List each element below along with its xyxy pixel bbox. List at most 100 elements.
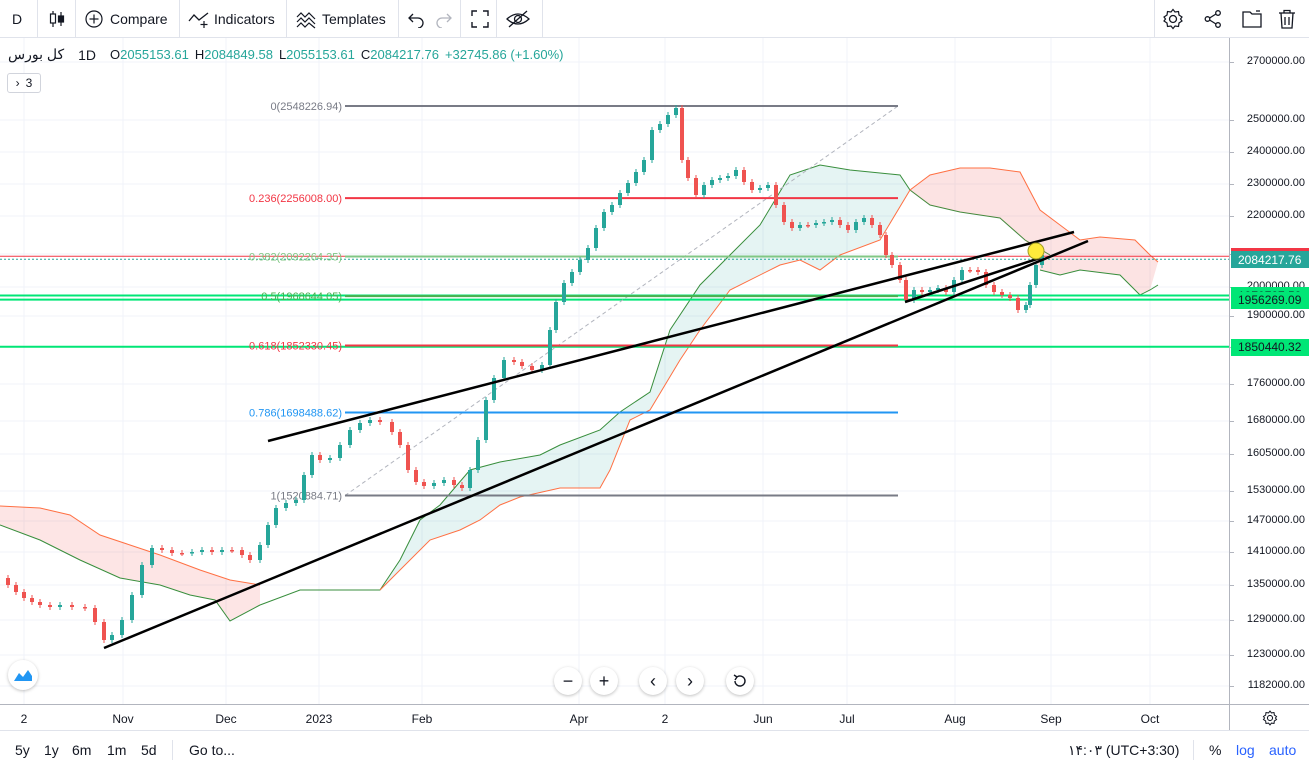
settings-button[interactable] (1162, 0, 1184, 37)
undo-button[interactable] (407, 0, 425, 37)
candle-body (890, 255, 894, 265)
redo-button[interactable] (435, 0, 453, 37)
time-tick-label: 2 (20, 712, 28, 726)
time-tick-label: Jul (839, 712, 855, 726)
candle-body (806, 225, 810, 227)
percent-toggle[interactable]: % (1209, 731, 1221, 769)
range-5d[interactable]: 5d (141, 731, 157, 769)
toolbar-divider (179, 0, 180, 37)
candle-body (432, 483, 436, 486)
scroll-left-button[interactable]: ‹ (639, 667, 667, 695)
candle-body (83, 607, 87, 609)
snapshot-button[interactable] (1241, 0, 1263, 37)
price-tick (1230, 491, 1234, 492)
timezone-button[interactable]: ۱۴:۰۳ (UTC+3:30) (1068, 731, 1179, 769)
indicators-label: Indicators (214, 10, 275, 27)
templates-button[interactable]: Templates (296, 0, 386, 37)
price-tick (1230, 585, 1234, 586)
candle-body (862, 218, 866, 222)
top-toolbar: D Compare Indicators Templates (0, 0, 1309, 38)
candle-body (634, 172, 638, 183)
candle-body (814, 223, 818, 225)
candle-body (774, 185, 778, 205)
price-tick (1230, 316, 1234, 317)
candle-body (680, 108, 684, 160)
legend-change: +32745.86 (+1.60%) (444, 47, 564, 62)
scale-settings-button[interactable] (1229, 704, 1309, 730)
fullscreen-button[interactable] (470, 0, 490, 37)
undo-icon (408, 13, 424, 28)
time-scale[interactable]: 2 Nov Dec 2023 Feb Apr 2 Jun Jul Aug Sep Oct (0, 704, 1229, 730)
candle-body (284, 503, 288, 508)
compare-button[interactable]: Compare (84, 0, 168, 37)
delete-button[interactable] (1278, 0, 1296, 37)
cloud-span-b-line (379, 189, 911, 591)
price-tick-label: 1605000.00 (1246, 447, 1305, 459)
candle-body (976, 270, 980, 272)
price-tick (1230, 184, 1234, 185)
candle-body (140, 565, 144, 595)
candle-body (318, 455, 322, 460)
candle-body (674, 108, 678, 115)
candle-body (854, 222, 858, 230)
candle-body (710, 180, 714, 185)
time-tick-label: Sep (1040, 712, 1062, 726)
range-1m[interactable]: 1m (107, 731, 126, 769)
candle-body (642, 160, 646, 172)
goto-label: Go to... (189, 742, 235, 758)
candle-body (414, 470, 418, 482)
chart-type-button[interactable] (47, 0, 67, 37)
auto-toggle[interactable]: auto (1269, 731, 1296, 769)
candle-body (758, 188, 762, 190)
fibonacci-retracement: 0(2548226.94) 0.236(2256008.00) 0.382(2092… (249, 101, 899, 503)
candle-body (310, 455, 314, 475)
bottom-bar: 5y 1y 6m 1m 5d Go to... ۱۴:۰۳ (UTC+3:30)… (0, 730, 1309, 769)
candle-body (878, 225, 882, 235)
range-1m-label: 1m (107, 742, 127, 758)
candle-body (928, 290, 932, 292)
toolbar-divider (542, 0, 543, 37)
trend-line (904, 256, 1041, 304)
log-toggle[interactable]: log (1236, 731, 1255, 769)
goto-button[interactable]: Go to... (189, 731, 235, 769)
trend-line (267, 230, 1075, 443)
reset-icon (733, 674, 746, 687)
time-tick-label: Jun (753, 712, 773, 726)
interval-label: D (12, 10, 23, 27)
interval-button[interactable]: D (12, 0, 22, 37)
price-scale[interactable]: 2700000.00 2500000.00 2400000.00 2300000.00… (1229, 38, 1309, 704)
candle-body (686, 160, 690, 178)
price-tick (1230, 62, 1234, 63)
candle-body (93, 608, 97, 622)
trash-icon (1279, 9, 1295, 29)
range-6m[interactable]: 6m (72, 731, 91, 769)
candle-body (512, 360, 516, 362)
price-tick-label: 1182000.00 (1247, 679, 1305, 691)
eye-off-icon (506, 10, 530, 27)
fullscreen-icon (471, 9, 489, 28)
candle-body (548, 330, 552, 365)
candle-series (6, 105, 1044, 643)
compare-label: Compare (110, 10, 168, 27)
tradingview-logo[interactable] (8, 660, 38, 690)
candle-body (992, 285, 996, 292)
time-tick-label: Feb (411, 712, 433, 726)
range-1y[interactable]: 1y (44, 731, 59, 769)
fib-level-label: 1(1520884.71) (270, 491, 342, 503)
range-5y[interactable]: 5y (15, 731, 30, 769)
candle-body (912, 290, 916, 300)
price-tick (1230, 421, 1234, 422)
indicators-collapse-button[interactable]: › 3 (7, 73, 41, 93)
scroll-right-button[interactable]: › (676, 667, 704, 695)
price-chart[interactable]: 0(2548226.94) 0.236(2256008.00) 0.382(2092… (0, 38, 1229, 704)
hide-drawings-button[interactable] (505, 0, 531, 37)
share-button[interactable] (1203, 0, 1223, 37)
zoom-out-button[interactable]: − (554, 667, 582, 695)
chart-grid (0, 38, 1229, 704)
zoom-in-button[interactable]: + (590, 667, 618, 695)
templates-icon (296, 11, 316, 28)
candle-body (120, 620, 124, 635)
symbol-name[interactable]: کل بورس (8, 46, 65, 62)
indicators-button[interactable]: Indicators (188, 0, 275, 37)
reset-chart-button[interactable] (726, 667, 754, 695)
